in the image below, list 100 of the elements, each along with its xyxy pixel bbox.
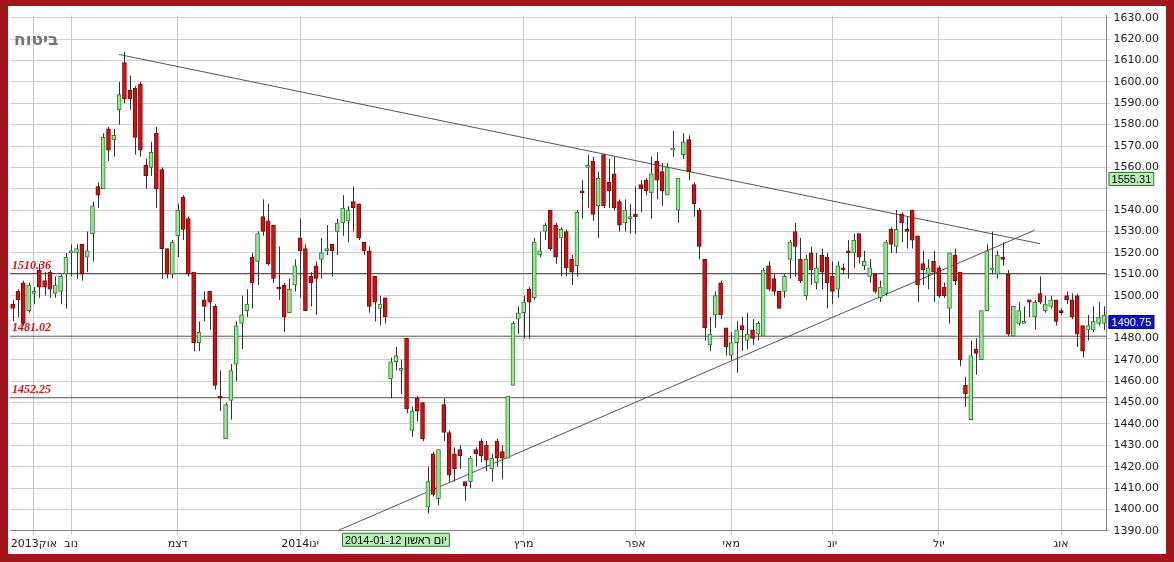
candlestick [787,239,793,280]
y-tick-label: 1450.00 [1113,395,1160,409]
candlestick [287,278,292,314]
candlestick [340,194,346,237]
candlestick [670,130,676,158]
x-tick-label: יול [932,537,945,551]
y-tick-label: 1610.00 [1113,53,1160,67]
candlestick [782,273,787,299]
candlestick [143,158,149,190]
y-tick-label: 1570.00 [1113,138,1160,152]
candlestick [414,395,420,423]
candlestick [633,186,638,235]
candlestick [835,260,841,299]
y-tick-label: 1590.00 [1113,96,1160,110]
candlestick [452,446,457,483]
y-tick-label: 1430.00 [1113,438,1160,452]
x-tick-label: אפר [625,537,646,551]
text: 1490.75 [1111,316,1152,329]
candlestick [319,237,324,280]
candlestick [1000,241,1006,267]
y-tick-label: 1520.00 [1113,245,1160,259]
y-tick-label: 1620.00 [1113,31,1160,45]
y-tick-label: 1480.00 [1113,331,1160,345]
candlestick [217,369,223,412]
candlestick [963,376,968,408]
candlestick [606,158,612,209]
candlestick [484,440,489,472]
candlestick [995,250,1000,280]
candlestick [925,258,931,290]
candlestick [388,357,393,399]
candlestick [654,151,660,200]
y-tick-label: 1510.00 [1113,267,1160,281]
x-tick-label: מרץ [513,537,534,551]
text: 1555.31 [1111,173,1152,186]
x-tick-label: יונ [827,537,838,551]
candlestick [42,271,47,297]
y-tick-label: 1580.00 [1113,117,1160,131]
candlestick [521,295,526,339]
x-tick-label: ינו2014 [281,537,320,551]
x-tick-label: דצמ [167,537,188,551]
candlestick [851,233,857,269]
y-tick-label: 1440.00 [1113,416,1160,430]
candlestick [814,252,819,290]
candlestick [468,455,473,489]
candlestick [68,243,74,277]
candlestick [712,290,718,329]
candlestick [489,453,495,483]
y-tick-label: 1420.00 [1113,459,1160,473]
y-tick-label: 1410.00 [1113,480,1160,494]
y-tick-label: 1390.00 [1113,523,1160,537]
x-tick-label: אוק2013 [10,537,58,551]
candlestick [627,203,633,235]
text: ביטוח [14,28,59,49]
candlestick [398,359,404,395]
y-tick-label: 1540.00 [1113,203,1160,216]
candlestick [537,231,542,258]
candlestick [351,186,356,233]
ref-line-label: 1452.25 [12,381,51,396]
ref-line-label: 1510.36 [12,257,51,272]
y-tick-label: 1500.00 [1113,288,1160,302]
candlestick [516,305,521,335]
y-tick-label: 1400.00 [1113,502,1160,516]
candlestick [1016,301,1022,327]
candlestick [111,128,117,158]
x-tick-label: נוב [64,537,79,551]
candlestick [292,258,298,292]
candlestick [569,254,574,286]
candlestick [899,211,904,243]
candlestick [830,260,835,305]
candlestick [867,258,872,284]
y-tick-label: 1460.00 [1113,374,1160,388]
y-tick-label: 1470.00 [1113,352,1160,366]
candlestick [798,237,803,284]
y-tick-label: 1530.00 [1113,224,1160,238]
candlestick [877,280,883,303]
candlestick [638,179,644,213]
candlestick [457,444,463,470]
y-tick-label: 1560.00 [1113,160,1160,174]
candlestick [207,290,212,331]
candlestick [335,218,340,256]
candlestick [58,273,63,305]
candlestick [622,198,628,233]
candlestick [819,248,825,290]
candlestick [324,224,330,256]
candlestick [728,331,734,361]
candlestick [1032,299,1037,331]
candlestick [585,154,590,209]
candlestick [201,290,207,322]
candlestick [649,156,654,220]
y-tick-label: 1630.00 [1113,10,1160,24]
candlestick [893,209,899,254]
candlestick [382,297,388,324]
candlestick [74,243,79,280]
candlestick [1090,305,1096,333]
candlestick [10,299,15,322]
y-tick-label: 1600.00 [1113,74,1160,88]
candlestick [681,132,686,160]
candlestick [861,250,867,271]
x-tick-label: מאי [722,537,740,551]
candlestick [52,275,58,299]
